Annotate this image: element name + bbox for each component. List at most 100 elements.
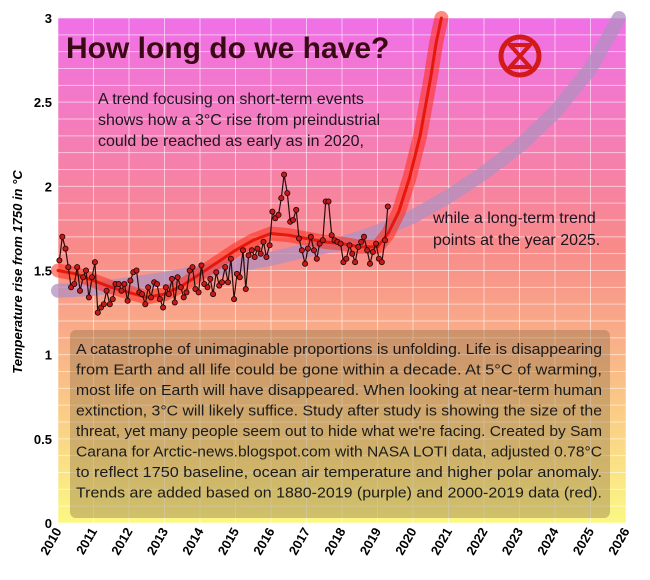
data-point bbox=[266, 242, 273, 249]
data-point bbox=[83, 267, 90, 274]
data-point bbox=[355, 243, 362, 250]
data-point bbox=[195, 289, 202, 296]
data-point bbox=[77, 287, 84, 294]
y-tick-label: 1.5 bbox=[34, 264, 52, 279]
data-point bbox=[275, 211, 282, 218]
info-box-line: threat, yet many people seem out to hide… bbox=[76, 423, 602, 440]
y-tick-label: 1 bbox=[45, 348, 52, 363]
data-point bbox=[213, 269, 220, 276]
x-tick-label: 2018 bbox=[321, 525, 348, 558]
data-point bbox=[293, 206, 300, 213]
data-point bbox=[109, 296, 116, 303]
data-point bbox=[103, 287, 110, 294]
data-point bbox=[325, 198, 332, 205]
data-point bbox=[269, 208, 276, 215]
data-point bbox=[65, 264, 72, 271]
data-point bbox=[145, 284, 152, 291]
data-point bbox=[231, 296, 238, 303]
data-point bbox=[378, 259, 385, 266]
data-point bbox=[257, 250, 264, 257]
red-trend-line bbox=[56, 16, 443, 299]
x-tick-label: 2022 bbox=[463, 525, 490, 558]
data-point bbox=[278, 195, 285, 202]
x-axis-ticks: 2010 2011 2012 2013 2014 2015 2016 2017 2018 2019… bbox=[37, 524, 632, 557]
data-point bbox=[222, 264, 229, 271]
data-point bbox=[74, 264, 81, 271]
x-tick-label: 2015 bbox=[215, 525, 242, 558]
data-point bbox=[245, 252, 252, 259]
data-point bbox=[147, 294, 154, 301]
data-point bbox=[127, 277, 134, 284]
data-point bbox=[343, 255, 350, 262]
data-point bbox=[174, 274, 181, 281]
y-tick-label: 0.5 bbox=[34, 432, 52, 447]
grid-lines bbox=[57, 17, 627, 524]
data-point bbox=[100, 301, 107, 308]
x-tick-label: 2021 bbox=[428, 525, 455, 558]
data-point bbox=[281, 171, 288, 178]
info-box-line: most life on Earth will have disappeared… bbox=[76, 382, 602, 399]
data-point bbox=[289, 216, 296, 223]
data-point bbox=[85, 294, 92, 301]
data-point bbox=[210, 291, 217, 298]
data-point bbox=[260, 238, 267, 245]
x-tick-label: 2020 bbox=[392, 525, 419, 558]
data-point bbox=[115, 280, 122, 287]
data-point bbox=[91, 259, 98, 266]
data-point bbox=[251, 253, 258, 260]
data-point bbox=[284, 190, 291, 197]
data-point bbox=[198, 262, 205, 269]
data-point bbox=[236, 274, 243, 281]
y-axis-label: Temperature rise from 1750 in °C bbox=[10, 170, 25, 374]
y-tick-label: 0 bbox=[45, 516, 52, 531]
data-point bbox=[358, 238, 365, 245]
y-tick-label: 3 bbox=[45, 11, 52, 26]
data-point bbox=[364, 247, 371, 254]
data-point bbox=[124, 297, 131, 304]
data-point bbox=[373, 240, 380, 247]
data-point bbox=[121, 280, 128, 287]
x-tick-label: 2011 bbox=[73, 525, 100, 557]
data-point bbox=[165, 291, 172, 298]
data-point bbox=[207, 275, 214, 282]
data-point bbox=[177, 284, 184, 291]
data-point bbox=[204, 284, 211, 291]
data-point bbox=[328, 232, 335, 239]
data-point bbox=[62, 245, 69, 252]
info-box-line: extinction, 3°C will likely suffice. Stu… bbox=[76, 403, 602, 420]
data-point bbox=[218, 279, 225, 286]
data-point bbox=[352, 259, 359, 266]
data-point bbox=[295, 235, 302, 242]
logo-hourglass bbox=[508, 43, 532, 69]
chart-title: How long do we have? bbox=[66, 32, 389, 65]
monthly-data-series bbox=[56, 171, 391, 316]
data-point bbox=[302, 260, 309, 267]
short-term-annotation: A trend focusing on short-term events sho… bbox=[98, 91, 380, 150]
data-point bbox=[384, 203, 391, 210]
red-trend-series bbox=[51, 11, 449, 305]
data-point bbox=[189, 264, 196, 271]
data-point bbox=[337, 240, 344, 247]
data-point bbox=[369, 248, 376, 255]
x-tick-label: 2023 bbox=[499, 525, 526, 558]
data-point bbox=[168, 275, 175, 282]
info-box-line: to reflect 1750 baseline, ocean air temp… bbox=[76, 464, 602, 481]
info-box bbox=[70, 330, 610, 518]
data-point bbox=[298, 247, 305, 254]
x-tick-label: 2024 bbox=[534, 524, 562, 557]
data-point bbox=[171, 299, 178, 306]
x-tick-label: 2017 bbox=[286, 525, 313, 558]
short-term-annotation-line: A trend focusing on short-term events bbox=[98, 91, 364, 108]
data-point bbox=[224, 279, 231, 286]
info-box-line: Trends are added based on 1880-2019 (pur… bbox=[76, 485, 602, 502]
data-point bbox=[153, 280, 160, 287]
info-box-text: A catastrophe of unimaginable proportion… bbox=[76, 341, 602, 502]
y-axis-ticks: 0 0.5 1 1.5 2 2.5 3 bbox=[34, 11, 52, 531]
data-point bbox=[80, 274, 87, 281]
data-point bbox=[56, 257, 63, 264]
data-point bbox=[156, 296, 163, 303]
info-box-line: from Earth and all life could be gone wi… bbox=[76, 362, 602, 379]
data-point bbox=[162, 284, 169, 291]
data-point bbox=[248, 247, 255, 254]
data-point bbox=[307, 233, 314, 240]
